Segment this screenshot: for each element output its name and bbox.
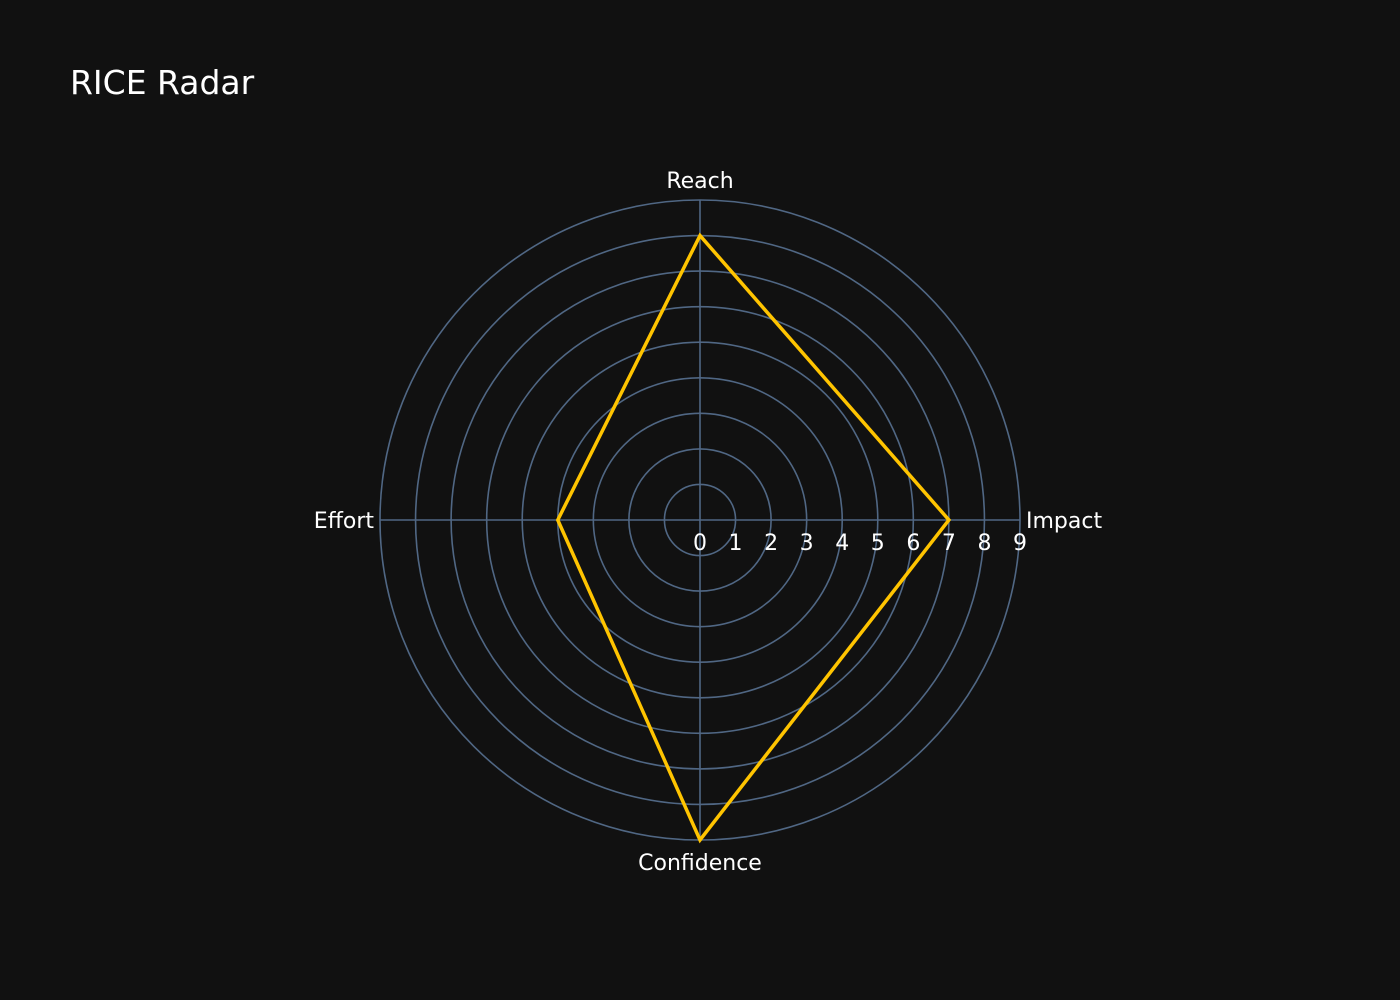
radial-tick-label: 3 [800, 531, 814, 556]
series-line-0 [555, 232, 952, 844]
radial-tick-label: 4 [835, 531, 849, 556]
radial-tick-label: 5 [871, 531, 885, 556]
radial-tick-label: 0 [693, 531, 707, 556]
axis-label-confidence: Confidence [638, 851, 762, 876]
radial-tick-label: 1 [729, 531, 743, 556]
radar-labels: 0 1 2 3 4 5 6 7 8 9 Reach Impact Confidence Effort [314, 169, 1103, 876]
axis-label-impact: Impact [1026, 509, 1102, 534]
radar-grid [379, 199, 1021, 841]
axis-label-effort: Effort [314, 509, 375, 534]
radial-tick-label: 6 [906, 531, 920, 556]
radial-tick-label: 2 [764, 531, 778, 556]
chart-title: RICE Radar [70, 63, 255, 102]
axis-label-reach: Reach [666, 169, 733, 194]
radar-series [555, 232, 952, 844]
radial-tick-label: 8 [977, 531, 991, 556]
radial-tick-label: 9 [1013, 531, 1027, 556]
radial-tick-label: 7 [942, 531, 956, 556]
